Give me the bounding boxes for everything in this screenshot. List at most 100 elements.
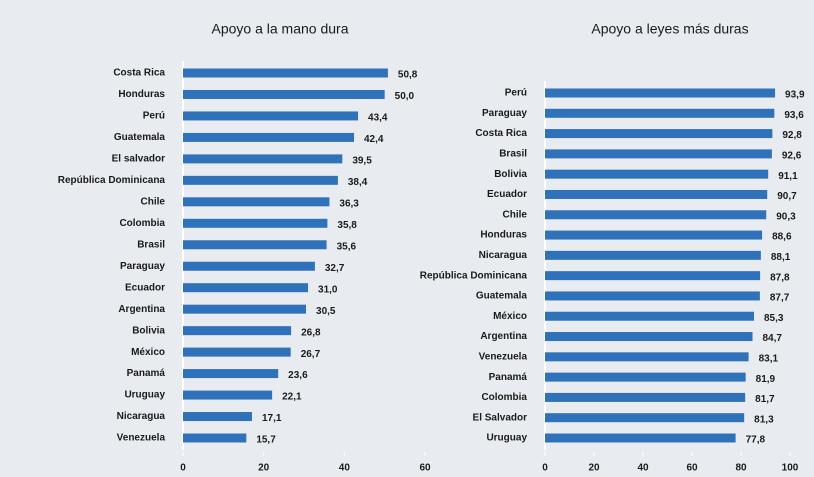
- bar: [183, 347, 291, 357]
- bar: [545, 392, 746, 402]
- category-label: Perú: [143, 111, 165, 122]
- bar: [183, 369, 279, 379]
- value-label: 30,5: [316, 306, 336, 317]
- value-label: 35,6: [337, 241, 357, 252]
- category-label: Venezuela: [117, 433, 166, 444]
- value-label: 35,8: [337, 220, 357, 231]
- category-label: Panamá: [489, 372, 528, 383]
- x-tick-label: 20: [588, 463, 600, 474]
- x-tick-label: 80: [735, 463, 747, 474]
- value-label: 83,1: [759, 353, 779, 364]
- bar: [183, 68, 388, 78]
- value-label: 93,6: [784, 110, 804, 121]
- value-label: 87,7: [770, 293, 790, 304]
- category-label: El salvador: [112, 154, 165, 165]
- value-label: 23,6: [288, 370, 308, 381]
- bar: [545, 169, 769, 179]
- category-label: Costa Rica: [475, 128, 527, 139]
- bar: [183, 412, 252, 422]
- category-label: Honduras: [118, 89, 165, 100]
- bar: [183, 283, 309, 293]
- category-label: Paraguay: [482, 108, 527, 119]
- value-label: 50,8: [398, 70, 418, 81]
- bar: [545, 88, 776, 98]
- category-label: Colombia: [481, 392, 527, 403]
- x-tick-label: 60: [419, 463, 431, 474]
- bar: [183, 326, 292, 336]
- bar: [545, 372, 746, 382]
- category-label: Argentina: [118, 304, 165, 315]
- category-label: Nicaragua: [117, 411, 166, 422]
- value-label: 26,7: [301, 349, 321, 360]
- value-label: 91,1: [778, 171, 798, 182]
- category-label: Guatemala: [476, 291, 528, 302]
- bar: [183, 304, 307, 314]
- bar: [183, 154, 343, 164]
- value-label: 81,3: [754, 414, 774, 425]
- category-label: México: [493, 311, 527, 322]
- x-tick-label: 40: [339, 463, 351, 474]
- value-label: 32,7: [325, 263, 345, 274]
- bar: [545, 230, 763, 240]
- bar: [545, 250, 761, 260]
- value-label: 38,4: [348, 177, 368, 188]
- value-label: 26,8: [301, 327, 321, 338]
- bar: [545, 311, 754, 321]
- bar: [183, 175, 338, 185]
- bar: [183, 433, 247, 443]
- category-label: Colombia: [119, 218, 165, 229]
- bar: [183, 89, 385, 99]
- value-label: 50,0: [395, 91, 415, 102]
- value-label: 15,7: [256, 435, 276, 446]
- x-tick-label: 60: [686, 463, 698, 474]
- chart-title: Apoyo a leyes más duras: [591, 21, 748, 37]
- category-label: Chile: [141, 196, 166, 207]
- bar: [545, 433, 736, 443]
- bar: [183, 261, 315, 271]
- value-label: 88,1: [771, 252, 791, 263]
- x-tick-label: 0: [180, 463, 186, 474]
- value-label: 22,1: [282, 392, 302, 403]
- value-label: 77,8: [746, 435, 766, 446]
- category-label: Panamá: [127, 368, 166, 379]
- bar: [183, 197, 330, 207]
- bar: [545, 413, 745, 423]
- value-label: 87,8: [770, 272, 790, 283]
- value-label: 36,3: [339, 198, 359, 209]
- category-label: Venezuela: [479, 351, 528, 362]
- category-label: República Dominicana: [420, 270, 528, 281]
- value-label: 17,1: [262, 413, 282, 424]
- bar: [545, 332, 753, 342]
- category-label: El Salvador: [473, 412, 528, 423]
- category-label: Perú: [505, 88, 527, 99]
- category-label: Uruguay: [486, 433, 527, 444]
- value-label: 90,7: [777, 191, 797, 202]
- category-label: México: [131, 347, 165, 358]
- value-label: 31,0: [318, 284, 338, 295]
- category-label: Uruguay: [124, 390, 165, 401]
- x-tick-label: 0: [542, 463, 548, 474]
- bar: [183, 132, 355, 142]
- value-label: 43,4: [368, 113, 388, 124]
- value-label: 81,9: [756, 374, 776, 385]
- category-label: Costa Rica: [113, 68, 165, 79]
- category-label: Ecuador: [125, 282, 165, 293]
- chart-title: Apoyo a la mano dura: [212, 21, 349, 37]
- bar: [183, 218, 328, 228]
- category-label: Brasil: [499, 149, 527, 160]
- x-tick-label: 40: [637, 463, 649, 474]
- value-label: 84,7: [763, 333, 783, 344]
- category-label: Paraguay: [120, 261, 165, 272]
- bar: [545, 189, 768, 199]
- category-label: Chile: [503, 209, 528, 220]
- bar: [183, 390, 273, 400]
- value-label: 85,3: [764, 313, 784, 324]
- category-label: República Dominicana: [58, 175, 166, 186]
- value-label: 88,6: [772, 232, 792, 243]
- bar: [545, 291, 760, 301]
- category-label: Bolivia: [494, 169, 527, 180]
- bar: [545, 271, 761, 281]
- value-label: 90,3: [776, 211, 796, 222]
- category-label: Guatemala: [114, 132, 166, 143]
